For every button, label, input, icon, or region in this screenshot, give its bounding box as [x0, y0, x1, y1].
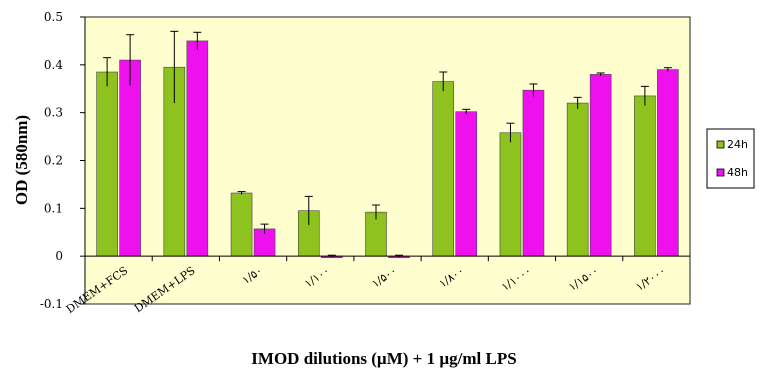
- y-tick-label: 0: [55, 249, 63, 263]
- y-axis-title: OD (580nm): [12, 115, 31, 205]
- bar-48h: [657, 69, 679, 257]
- bar-48h: [522, 89, 545, 257]
- legend: 24h 48h: [706, 128, 755, 189]
- x-axis-title: IMOD dilutions (µM) + 1 µg/ml LPS: [251, 349, 516, 368]
- y-tick-label: 0.1: [44, 201, 63, 215]
- bar-24h: [566, 102, 589, 257]
- bar-48h: [455, 111, 478, 257]
- legend-swatch-24h: [716, 140, 725, 149]
- bar-24h: [499, 132, 522, 257]
- bar-48h: [589, 74, 612, 257]
- legend-box: [706, 128, 755, 189]
- bar-24h: [230, 192, 253, 257]
- y-tick-label: 0.4: [44, 58, 63, 72]
- y-tick-label: 0.5: [44, 10, 63, 24]
- bar-48h: [186, 40, 209, 257]
- bar-24h: [634, 95, 656, 257]
- bar-24h: [432, 81, 455, 257]
- y-tick-label: 0.2: [44, 154, 63, 168]
- y-tick-label: 0.3: [44, 106, 63, 120]
- legend-swatch-48h: [716, 168, 725, 177]
- y-tick-label: -0.1: [40, 297, 63, 311]
- bar-48h: [119, 59, 141, 257]
- legend-label-48h: 48h: [727, 166, 748, 179]
- legend-label-24h: 24h: [727, 138, 748, 151]
- bar-24h: [96, 71, 118, 257]
